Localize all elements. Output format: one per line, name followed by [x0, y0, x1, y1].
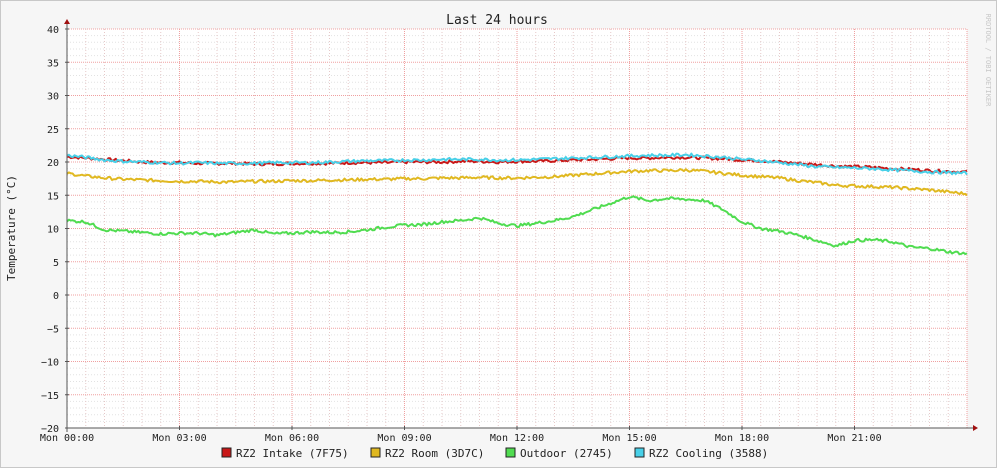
- grid: [66, 28, 968, 429]
- y-axis-label: Temperature (°C): [5, 175, 18, 281]
- axes: [64, 19, 978, 432]
- legend: RZ2 Intake (7F75) RZ2 Room (3D7C) Outdoor …: [221, 447, 768, 460]
- legend-swatch-rz2-room-3d7c: [370, 447, 381, 458]
- y-tick-label: 0: [53, 291, 59, 302]
- x-tick-label: Mon 06:00: [265, 433, 319, 444]
- x-tick-label: Mon 12:00: [490, 433, 544, 444]
- x-tick-labels: Mon 00:00 Mon 03:00 Mon 06:00 Mon 09:00 Mon …: [40, 433, 882, 444]
- legend-label-rz2-room-3d7c: RZ2 Room (3D7C): [385, 447, 484, 460]
- watermark: RRDTOOL / TOBI OETIKER: [984, 14, 992, 108]
- legend-label-rz2-cooling-3588: RZ2 Cooling (3588): [649, 447, 768, 460]
- y-tick-label: 40: [47, 25, 59, 36]
- y-tick-labels: 40 35 30 25 20 15 10 5 0 −5 −10 −15 −20: [41, 25, 59, 435]
- series-line-rz2-cooling-3588: [66, 152, 968, 176]
- x-tick-label: Mon 15:00: [602, 433, 656, 444]
- legend-swatch-rz2-intake-7f75: [221, 447, 232, 458]
- y-tick-label: −20: [41, 424, 59, 435]
- chart-title: Last 24 hours: [446, 13, 548, 28]
- x-tick-label: Mon 03:00: [152, 433, 206, 444]
- x-tick-label: Mon 00:00: [40, 433, 94, 444]
- series-line-rz2-room-3d7c: [66, 168, 968, 197]
- y-axis-arrow: [64, 19, 70, 24]
- x-tick-label: Mon 21:00: [827, 433, 881, 444]
- series-line-outdoor-2745: [66, 195, 968, 256]
- y-tick-label: 30: [47, 92, 59, 103]
- series-lines: [66, 152, 968, 256]
- y-tick-label: −15: [41, 391, 59, 402]
- legend-swatch-outdoor-2745: [505, 447, 516, 458]
- y-tick-label: −10: [41, 358, 59, 369]
- y-tick-label: 20: [47, 158, 59, 169]
- x-axis-arrow: [973, 425, 978, 431]
- y-tick-label: −5: [47, 324, 59, 335]
- legend-label-rz2-intake-7f75: RZ2 Intake (7F75): [236, 447, 349, 460]
- legend-swatch-rz2-cooling-3588: [634, 447, 645, 458]
- y-tick-label: 35: [47, 58, 59, 69]
- y-tick-label: 15: [47, 191, 59, 202]
- y-tick-label: 5: [53, 258, 59, 269]
- x-tick-label: Mon 18:00: [715, 433, 769, 444]
- y-tick-label: 10: [47, 225, 59, 236]
- legend-label-outdoor-2745: Outdoor (2745): [520, 447, 613, 460]
- y-tick-label: 25: [47, 125, 59, 136]
- x-tick-label: Mon 09:00: [377, 433, 431, 444]
